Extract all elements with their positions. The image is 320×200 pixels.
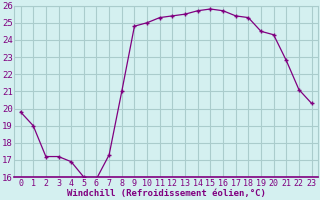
X-axis label: Windchill (Refroidissement éolien,°C): Windchill (Refroidissement éolien,°C): [67, 189, 266, 198]
